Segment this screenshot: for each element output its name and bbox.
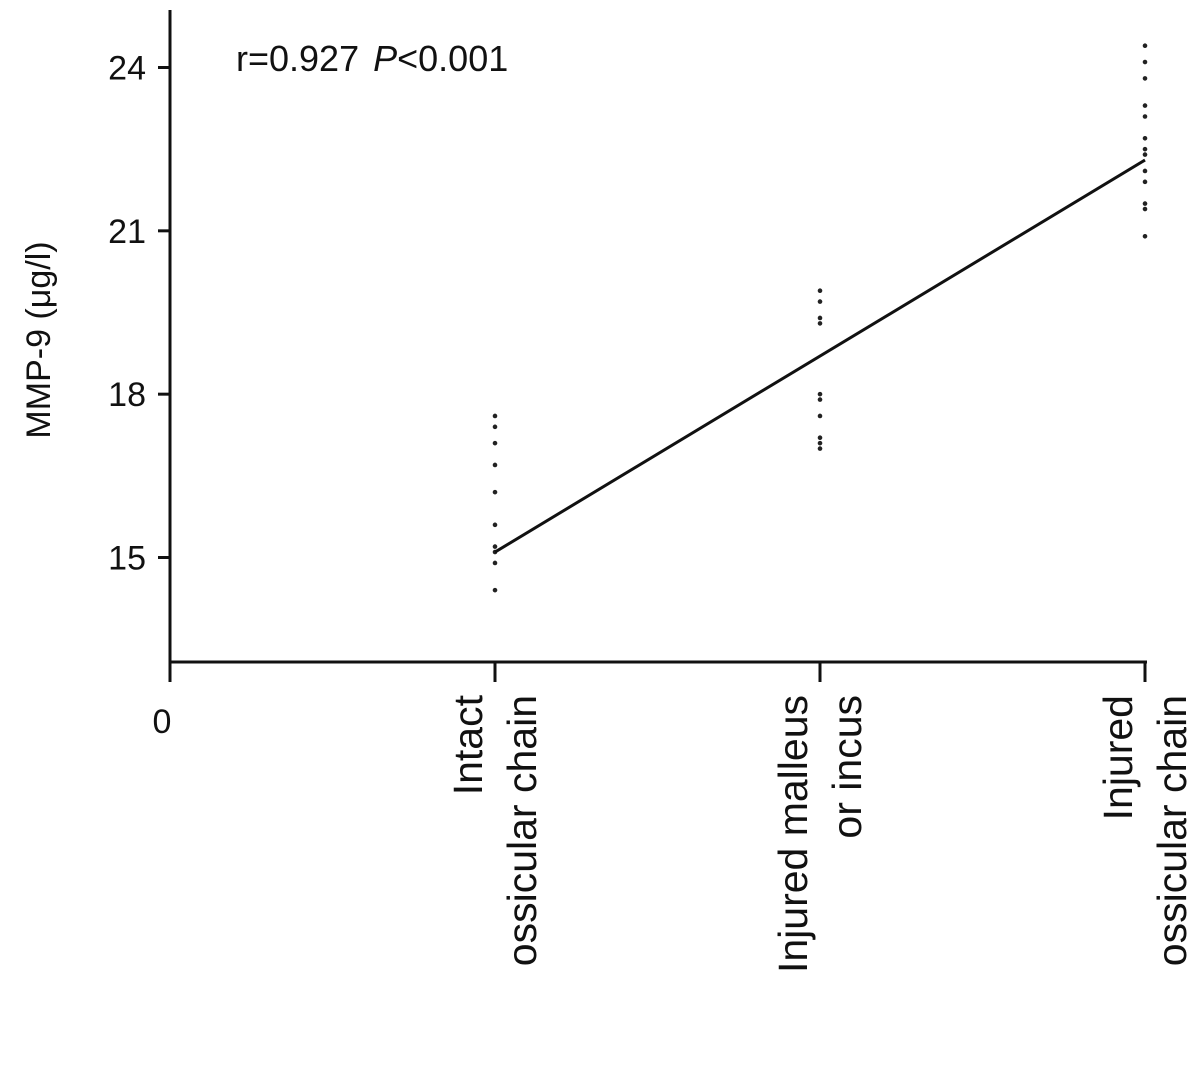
data-point <box>1142 59 1148 65</box>
y-tick-label: 21 <box>108 213 146 251</box>
data-point <box>1142 201 1148 206</box>
data-point <box>1142 103 1148 108</box>
regression-line <box>494 158 1146 554</box>
category-label-line: or incus <box>824 695 870 839</box>
data-point <box>1142 233 1148 239</box>
data-point <box>1142 168 1148 174</box>
correlation-annotation: r=0.927 P<0.001 <box>236 38 508 79</box>
data-point <box>492 587 498 593</box>
data-point <box>492 560 498 566</box>
x-ticks: 0 <box>153 662 1147 741</box>
data-point <box>817 321 823 326</box>
data-point <box>817 391 823 397</box>
data-point <box>492 462 498 468</box>
axes <box>168 10 1147 664</box>
data-point <box>817 413 823 419</box>
data-point <box>817 288 823 294</box>
data-point <box>492 489 498 495</box>
y-tick-label: 24 <box>108 50 146 88</box>
data-point <box>1142 146 1148 152</box>
category-label-line: Injured malleus <box>770 695 816 973</box>
data-point <box>817 446 823 451</box>
data-point <box>817 299 823 304</box>
data-point <box>1142 206 1148 212</box>
category-label: Intact ossicular chain <box>445 694 545 966</box>
data-point <box>817 315 823 321</box>
y-ticks: 15 18 21 24 <box>108 50 170 578</box>
labels: Intact ossicular chain Injured malleus or i… <box>445 694 1195 973</box>
data-point <box>1142 179 1148 185</box>
data-point <box>817 397 823 402</box>
p-value: <0.001 <box>397 38 508 79</box>
category-label-line: ossicular chain <box>499 695 545 966</box>
r-value: r=0.927 <box>236 38 359 79</box>
y-axis-title: MMP-9 (μg/l) <box>20 241 58 438</box>
data-point <box>1142 76 1148 81</box>
data-point <box>492 440 498 446</box>
regression <box>494 158 1146 554</box>
category-label-line: Injured <box>1095 695 1141 820</box>
data-point <box>817 435 823 441</box>
data-point <box>492 424 498 430</box>
x-origin-label: 0 <box>153 703 172 741</box>
data-point <box>817 440 823 446</box>
category-label: Injured ossicular chain <box>1095 695 1195 966</box>
data-point <box>1142 135 1148 141</box>
y-tick-label: 18 <box>108 376 146 414</box>
category-label-line: ossicular chain <box>1149 695 1195 966</box>
data-point <box>492 522 498 528</box>
data-point <box>492 413 498 419</box>
data-point <box>1142 152 1148 157</box>
data-point <box>1142 114 1148 119</box>
data-points <box>492 43 1148 593</box>
y-tick-label: 15 <box>108 540 146 578</box>
category-label-line: Intact <box>445 694 491 795</box>
data-point <box>1142 43 1148 49</box>
p-letter: P <box>373 38 397 79</box>
data-point <box>492 544 498 549</box>
category-label: Injured malleus or incus <box>770 695 870 973</box>
